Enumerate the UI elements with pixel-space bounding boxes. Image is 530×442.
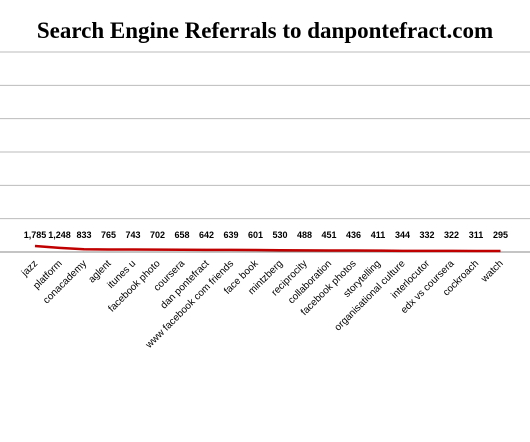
data-label: 451 (321, 230, 336, 240)
data-label: 322 (444, 230, 459, 240)
data-label: 833 (76, 230, 91, 240)
data-label: 743 (125, 230, 140, 240)
data-label: 530 (272, 230, 287, 240)
data-label: 436 (346, 230, 361, 240)
data-label: 702 (150, 230, 165, 240)
data-label: 1,248 (48, 230, 71, 240)
data-label: 488 (297, 230, 312, 240)
data-label: 332 (419, 230, 434, 240)
data-label: 411 (371, 230, 386, 240)
x-tick-label: watch (479, 258, 506, 285)
data-label: 295 (493, 230, 508, 240)
data-label: 658 (174, 230, 189, 240)
data-label: 344 (395, 230, 410, 240)
data-label: 642 (199, 230, 214, 240)
series-line (34, 244, 501, 253)
data-label: 765 (101, 230, 116, 240)
chart-title: Search Engine Referrals to danpontefract… (37, 18, 493, 43)
data-label: 639 (223, 230, 238, 240)
data-label: 601 (248, 230, 263, 240)
x-tick-label: jazz (19, 258, 40, 279)
data-label: 311 (469, 230, 484, 240)
data-label: 1,785 (24, 230, 47, 240)
